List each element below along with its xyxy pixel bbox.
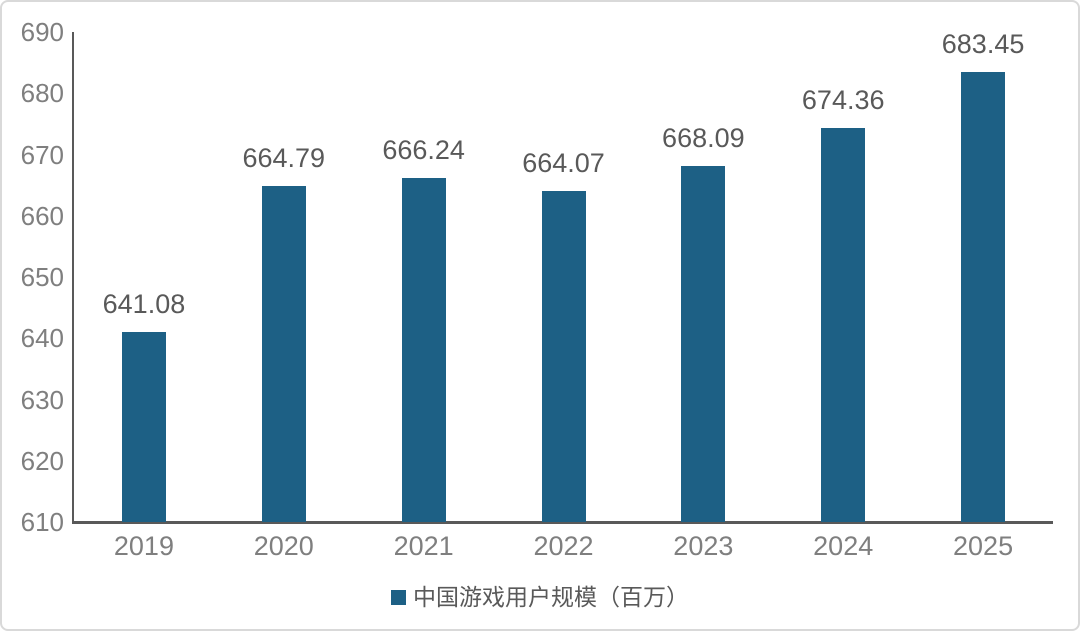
bar	[821, 127, 866, 522]
y-axis-tick-label: 660	[20, 200, 64, 231]
y-axis-line	[72, 32, 74, 524]
legend: 中国游戏用户规模（百万）	[2, 583, 1078, 611]
bar	[961, 72, 1006, 522]
bar	[401, 177, 446, 522]
legend-swatch	[391, 589, 406, 605]
legend-label: 中国游戏用户规模（百万）	[413, 584, 689, 610]
plot-area: 641.08 2019 664.79 2020 666.24 2021 664.07 2022…	[74, 29, 1053, 561]
y-axis-tick-label: 680	[20, 78, 64, 109]
y-axis-tick-label: 620	[20, 445, 64, 476]
y-axis-tick-label: 690	[20, 17, 64, 47]
y-axis-tick-label: 650	[20, 262, 64, 292]
bar-value-label: 664.07	[522, 147, 605, 178]
bar-value-label: 674.36	[801, 84, 885, 115]
y-axis-tick-label: 670	[20, 139, 64, 170]
y-axis-tick-labels: 690 680 670 660 650 640 630 620 610	[2, 17, 64, 537]
bar	[681, 166, 726, 522]
x-axis-label: 2022	[533, 531, 594, 561]
x-axis-label: 2020	[253, 531, 314, 561]
x-axis-label: 2023	[673, 531, 734, 561]
y-axis-tick-label: 640	[20, 323, 64, 354]
x-axis-label: 2024	[813, 531, 874, 561]
bar	[261, 186, 306, 522]
bar-value-label: 664.79	[242, 143, 326, 174]
x-axis-line	[72, 521, 1053, 524]
bar-value-label: 683.45	[941, 29, 1025, 60]
x-axis-label: 2021	[393, 531, 454, 561]
bar-value-label: 641.08	[102, 288, 186, 319]
y-axis-tick-label: 610	[20, 507, 64, 537]
x-axis-label: 2019	[113, 531, 174, 561]
bar	[541, 190, 586, 522]
x-axis-label: 2025	[953, 531, 1014, 561]
bar-value-label: 666.24	[382, 134, 465, 165]
y-axis-tick-label: 630	[20, 384, 64, 415]
bar-value-label: 668.09	[662, 123, 745, 154]
bar	[121, 331, 166, 522]
